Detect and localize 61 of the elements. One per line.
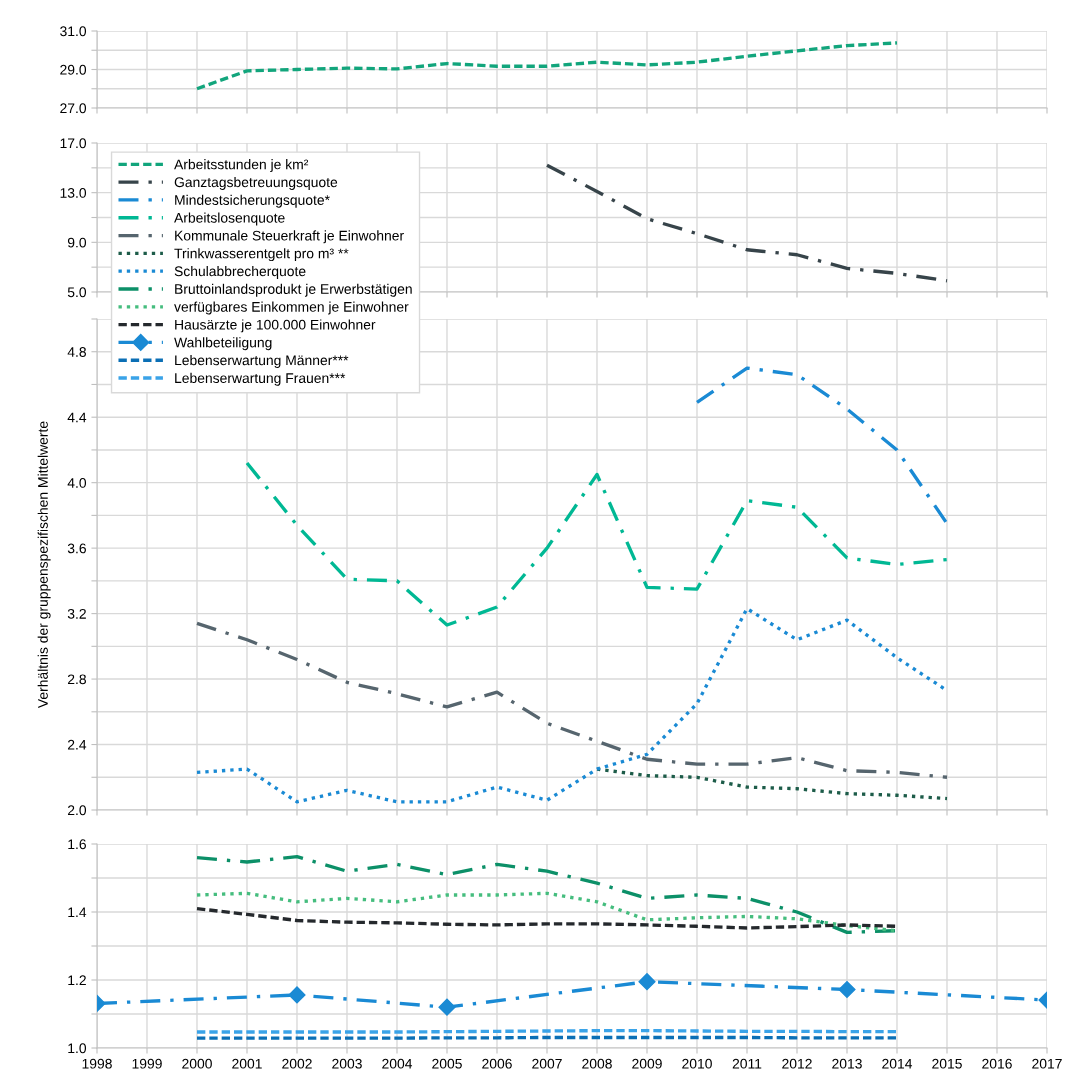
legend-label: Trinkwasserentgelt pro m³ ** (174, 248, 349, 262)
x-tick-label: 2003 (332, 1058, 362, 1069)
legend-label: Kommunale Steuerkraft je Einwohner (175, 230, 404, 244)
legend-label: Lebenserwartung Frauen*** (175, 372, 346, 386)
legend-label: Mindestsicherungsquote* (175, 194, 330, 208)
y-tick-label: 2.0 (67, 805, 87, 816)
x-tick-label: 2004 (382, 1058, 413, 1069)
x-tick-label: 1999 (132, 1058, 162, 1069)
y-tick-label: 9.0 (67, 237, 87, 248)
x-tick-label: 2012 (782, 1058, 812, 1069)
legend-label: Arbeitslosenquote (174, 212, 285, 226)
x-tick-label: 2016 (982, 1058, 1012, 1069)
y-tick-label: 1.4 (68, 907, 87, 918)
y-tick-label: 1.6 (68, 839, 86, 850)
y-tick-label: 4.4 (67, 412, 87, 423)
line-series (195, 621, 949, 779)
point (638, 973, 656, 991)
x-tick-label: 2013 (832, 1058, 862, 1069)
y-tick-label: 2.8 (67, 674, 86, 685)
line-series (245, 461, 949, 627)
x-tick-label: 2008 (582, 1058, 612, 1069)
x-tick-label: 2000 (182, 1058, 212, 1069)
legend-label: Arbeitsstunden je km² (174, 159, 309, 173)
y-axis-title: Verhältnis der gruppenspezifischen Mittelwerte (37, 421, 51, 709)
x-tick-label: 2007 (532, 1058, 562, 1069)
y-tick-label: 3.6 (67, 543, 86, 554)
x-tick-label: 2005 (432, 1058, 462, 1069)
y-tick-label: 3.2 (67, 608, 86, 619)
legend-label: Bruttoinlandsprodukt je Erwerbstätigen (175, 283, 412, 297)
y-tick-label: 31.0 (60, 26, 87, 37)
line-series (195, 41, 899, 91)
y-tick-label: 4.8 (67, 347, 86, 357)
y-tick-label: 29.0 (60, 64, 87, 75)
y-tick-label: 2.4 (67, 739, 87, 750)
point (438, 998, 456, 1016)
x-tick-label: 2010 (682, 1058, 712, 1069)
y-tick-label: 27.0 (60, 103, 87, 114)
line-series (595, 767, 949, 801)
line-series (545, 163, 949, 283)
x-tick-label: 2017 (1032, 1058, 1062, 1069)
line-series (695, 366, 949, 526)
legend-label: Lebenserwartung Männer*** (175, 355, 349, 368)
x-tick-label: 2006 (482, 1058, 512, 1069)
y-tick-label: 17.0 (60, 138, 87, 149)
x-tick-label: 2011 (732, 1058, 762, 1069)
y-tick-label: 5.0 (67, 287, 87, 298)
x-tick-label: 1998 (82, 1058, 112, 1069)
legend-label: Wahlbeteiligung (174, 337, 272, 351)
x-tick-label: 2015 (932, 1058, 962, 1069)
y-tick-label: 1.2 (68, 975, 86, 986)
legend-label: Schulabbrecherquote (174, 265, 306, 279)
y-tick-label: 1.0 (68, 1043, 87, 1054)
x-tick-label: 2014 (882, 1058, 913, 1069)
x-tick-label: 2002 (282, 1058, 312, 1069)
legend-label: Hausärzte je 100.000 Einwohner (175, 319, 376, 333)
legend-label: verfügbares Einkommen je Einwohner (174, 301, 409, 315)
y-tick-label: 13.0 (60, 188, 87, 198)
legend-label: Ganztagsbetreuungsquote (174, 176, 338, 190)
x-tick-label: 2001 (232, 1058, 262, 1069)
y-tick-label: 4.0 (67, 478, 87, 488)
x-tick-label: 2009 (632, 1058, 662, 1069)
